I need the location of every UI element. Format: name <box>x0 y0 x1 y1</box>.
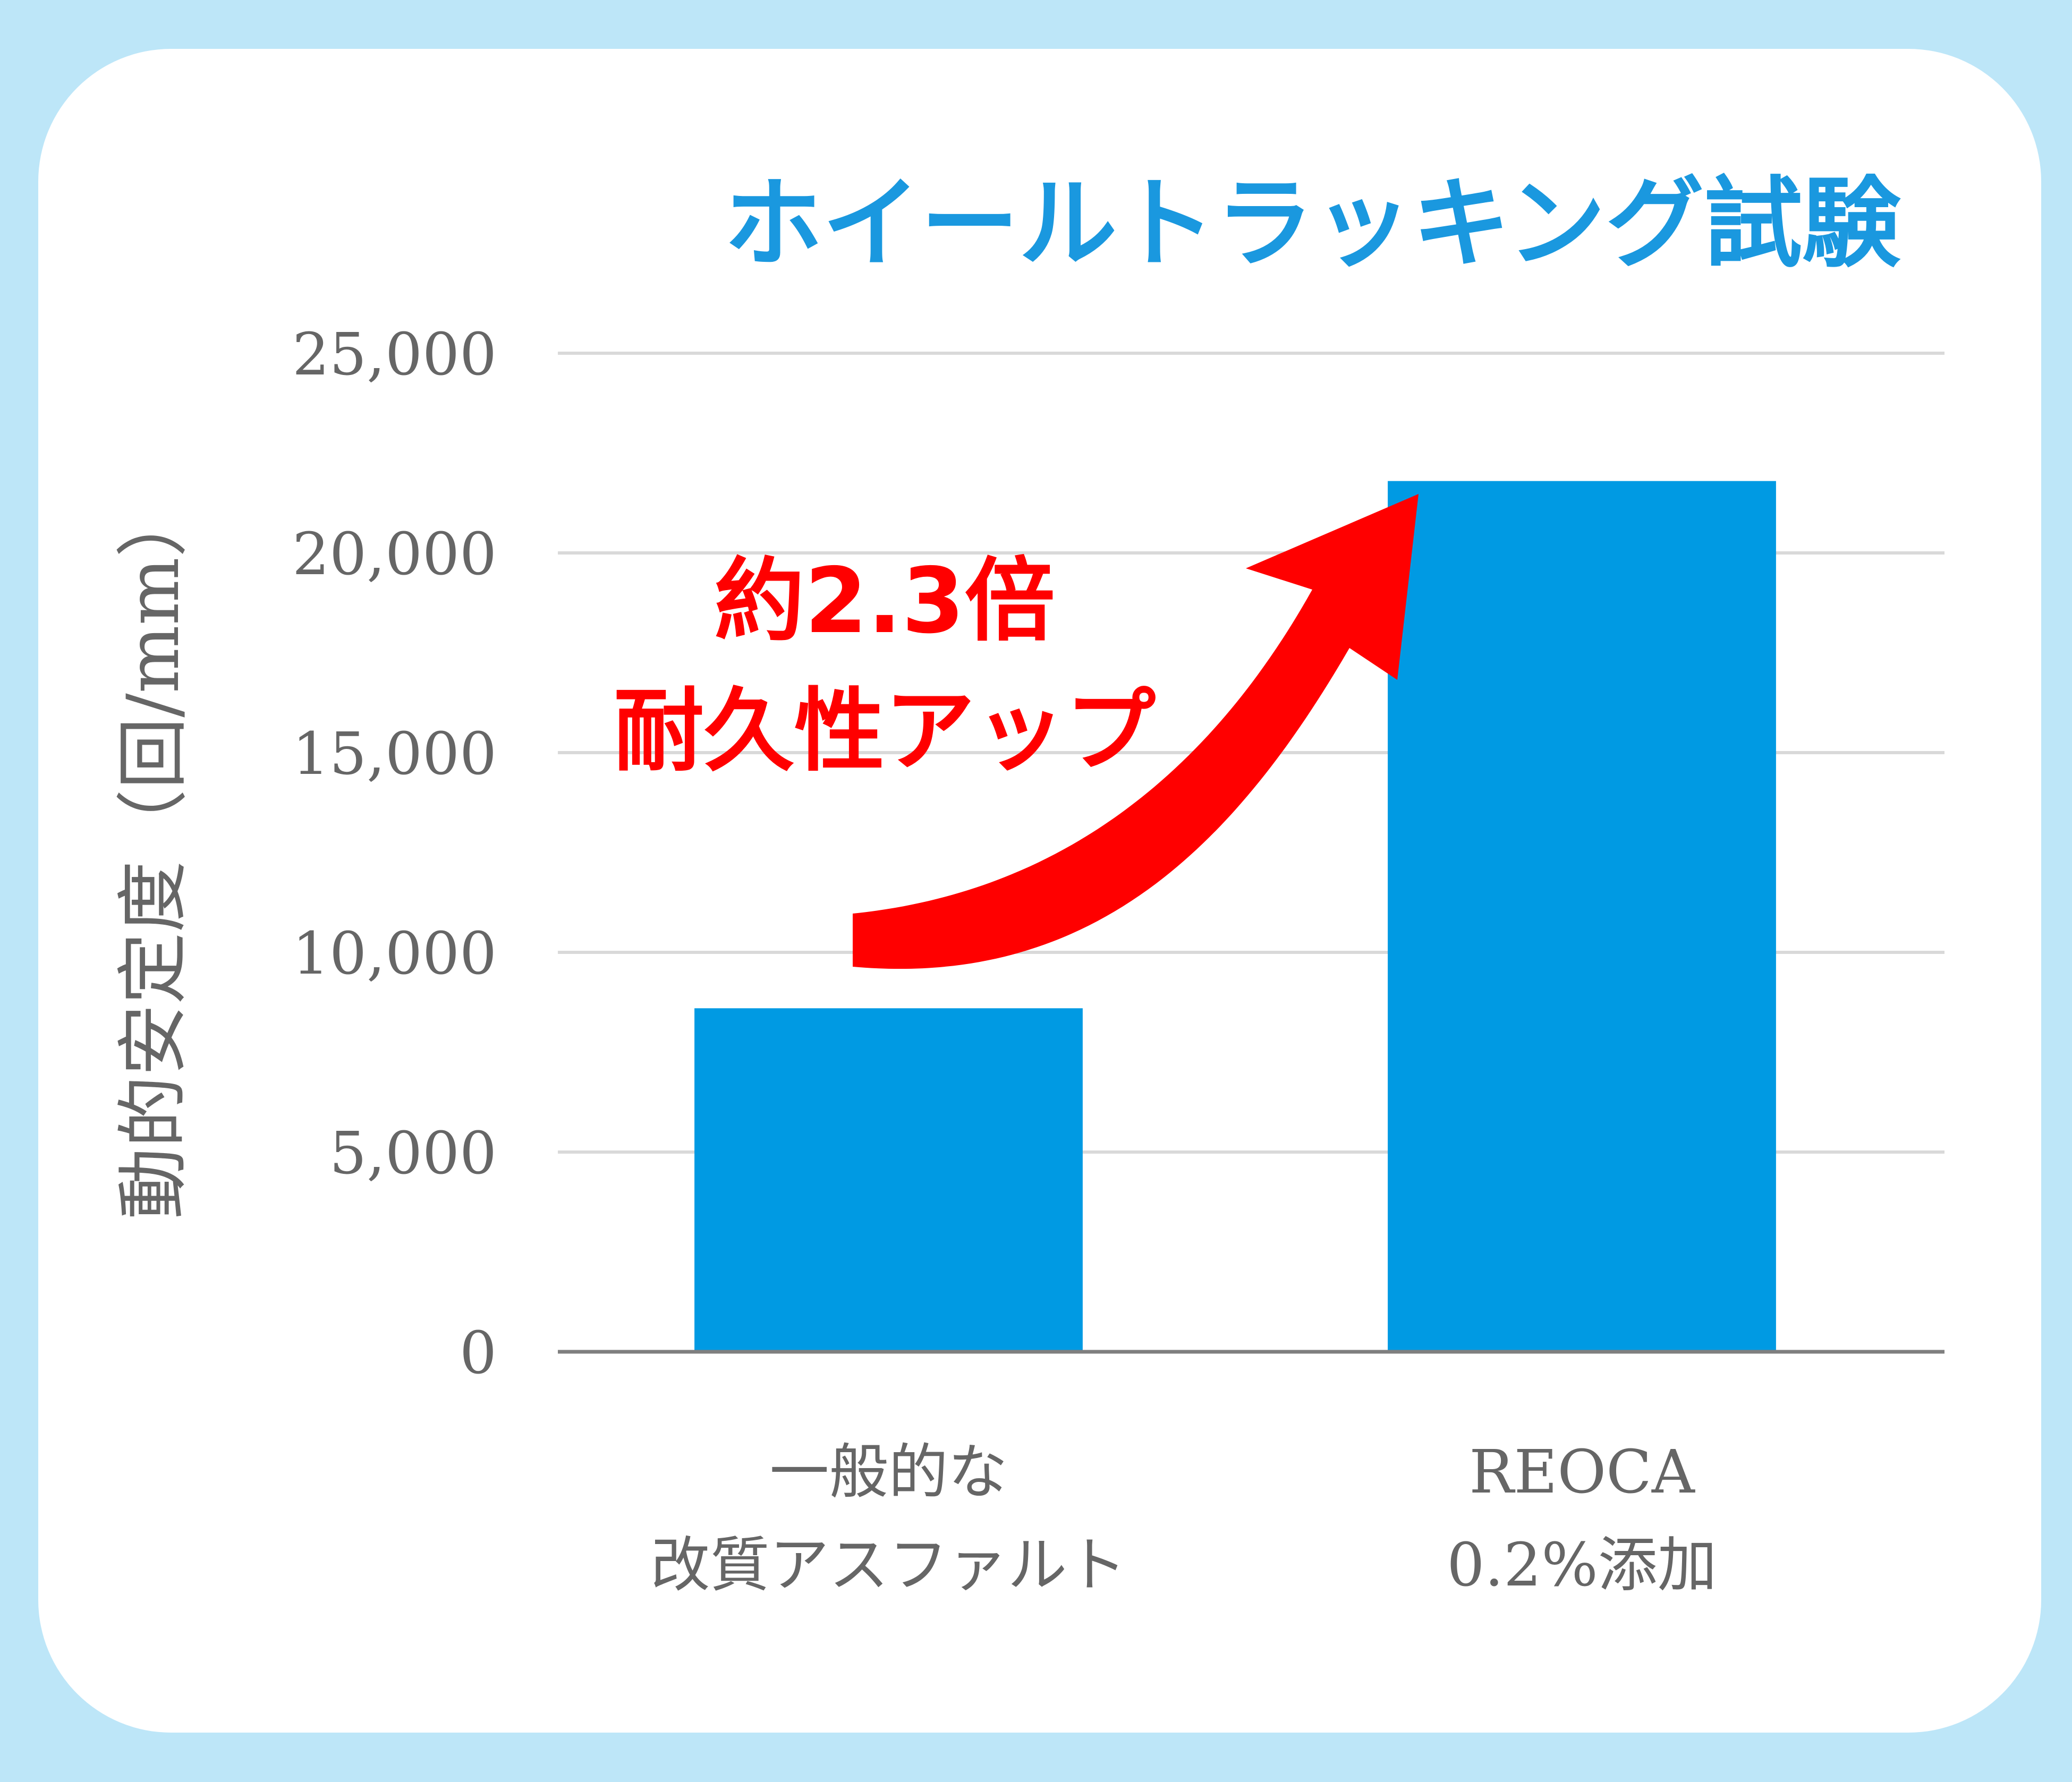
y-axis-label: 動的安定度（回/mm） <box>112 485 195 1220</box>
y-tick-label: 25,000 <box>292 320 497 388</box>
annotation-durability: 耐久性アップ <box>614 679 1156 784</box>
y-tick-label: 20,000 <box>292 520 497 588</box>
category-label: 一般的な <box>770 1438 1008 1507</box>
bars <box>694 481 1776 1352</box>
category-label: REOCA <box>1469 1438 1695 1507</box>
y-tick-label: 15,000 <box>292 720 497 788</box>
category-label: 0.2%添加 <box>1447 1531 1717 1600</box>
chart-title: ホイールトラッキング試験 <box>724 165 1901 281</box>
annotation-ratio: 約2.3倍 <box>714 549 1055 654</box>
y-tick-label: 10,000 <box>292 919 497 987</box>
y-tick-label: 0 <box>460 1319 497 1387</box>
y-tick-label: 5,000 <box>329 1119 497 1187</box>
bar <box>1388 481 1776 1352</box>
growth-arrow <box>853 494 1419 969</box>
curved-arrow-up-right-icon <box>853 494 1419 969</box>
category-label: 改質アスファルト <box>651 1531 1127 1600</box>
y-tick-labels: 0 5,000 10,000 15,000 20,000 25,000 <box>292 320 497 1387</box>
bar <box>694 1008 1083 1352</box>
